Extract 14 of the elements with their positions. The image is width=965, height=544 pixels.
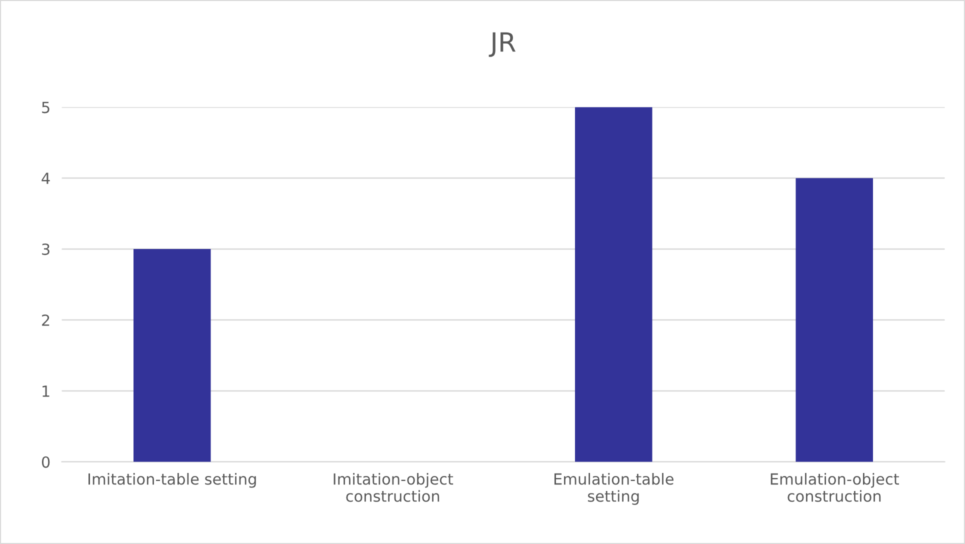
bar xyxy=(796,178,873,462)
bar xyxy=(574,107,652,462)
y-tick-label: 2 xyxy=(42,314,50,326)
chart-title: JR xyxy=(488,32,516,57)
x-tick-label: Imitation-table setting xyxy=(88,472,256,488)
y-tick-label: 1 xyxy=(42,386,50,397)
x-tick-label: Imitation-object construction xyxy=(334,472,454,502)
y-tick-label: 3 xyxy=(42,244,50,256)
x-tick-label: Emulation-object construction xyxy=(770,472,899,502)
y-tick-label: 4 xyxy=(42,172,50,184)
y-tick-label: 5 xyxy=(42,102,50,114)
bar xyxy=(134,249,211,462)
y-tick-label: 0 xyxy=(42,456,50,468)
x-tick-label: Emulation-table setting xyxy=(554,472,674,505)
